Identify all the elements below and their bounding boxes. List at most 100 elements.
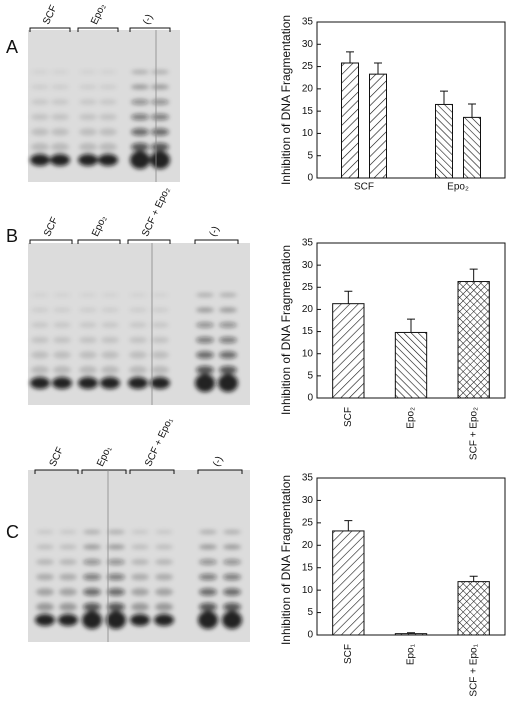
gel-band — [99, 128, 117, 136]
error-bar — [440, 90, 448, 105]
gel-band — [223, 544, 241, 550]
gel-band — [101, 307, 119, 313]
gel-band — [36, 588, 54, 596]
gel-band — [107, 573, 125, 581]
lane-bracket — [34, 469, 79, 474]
error-bar — [346, 51, 354, 64]
gel-label: (-) — [141, 13, 155, 27]
gel-band — [131, 84, 149, 90]
gel-band — [83, 544, 101, 550]
gel-band — [79, 99, 97, 105]
gel-band — [79, 307, 97, 313]
gel-band — [36, 573, 54, 581]
x-tick-label: SCF — [343, 407, 354, 427]
gel-band — [195, 374, 215, 392]
gel-band — [131, 544, 149, 550]
lane-bracket — [129, 27, 171, 32]
gel-band — [100, 377, 120, 389]
y-tick-label: 10 — [302, 128, 314, 139]
panel-letter: B — [6, 226, 18, 246]
gel-band — [151, 351, 169, 359]
y-tick-label: 30 — [302, 495, 314, 506]
bar — [332, 303, 365, 399]
gel-band — [107, 559, 125, 565]
gel-band — [101, 322, 119, 328]
y-axis-label: Inhibition of DNA Fragmentation — [279, 15, 293, 185]
bar — [394, 331, 428, 399]
gel-band — [131, 128, 149, 136]
gel-bands — [30, 292, 238, 392]
gel-label: SCF + Epo₂ — [140, 186, 172, 239]
gel-band — [154, 614, 174, 626]
gel-band — [130, 614, 150, 626]
gel-band — [222, 611, 242, 629]
gel-band — [219, 365, 237, 375]
x-tick-label: Epo₂ — [447, 182, 469, 193]
gel-band — [59, 602, 77, 612]
gel-band — [155, 559, 173, 565]
gel-band — [79, 351, 97, 359]
gel-band — [223, 602, 241, 612]
y-axis-label: Inhibition of DNA Fragmentation — [279, 245, 293, 415]
gel-band — [35, 614, 55, 626]
gel-band — [31, 322, 49, 328]
gel-band — [83, 588, 101, 596]
gel-band — [79, 336, 97, 344]
x-tick-label: SCF + Epo₂ — [468, 407, 479, 460]
error-bar — [374, 62, 382, 75]
gel-band — [150, 151, 170, 169]
gel-band — [59, 544, 77, 550]
gel-band — [151, 84, 169, 90]
gel-band — [99, 113, 117, 121]
gel-band — [51, 113, 69, 121]
gel-band — [155, 588, 173, 596]
gel-band — [196, 322, 214, 328]
gel-band — [52, 377, 72, 389]
x-tick-label: SCF — [354, 182, 374, 193]
bar — [435, 103, 453, 179]
y-tick-label: 25 — [302, 517, 314, 528]
gel-band — [219, 322, 237, 328]
gel-band — [79, 69, 97, 75]
lane-bracket — [81, 469, 127, 474]
bar — [457, 581, 490, 636]
gel-band — [199, 588, 217, 596]
gel-band — [155, 544, 173, 550]
bar — [463, 116, 481, 179]
gel-band — [30, 154, 50, 166]
gel-band — [59, 588, 77, 596]
gel-band — [196, 365, 214, 375]
gel-label: (-) — [211, 455, 225, 469]
y-tick-label: 35 — [302, 17, 314, 28]
gel-band — [36, 529, 54, 535]
gel-label: SCF + Epo₁ — [143, 416, 175, 469]
gel-band — [151, 113, 169, 121]
gel-band — [218, 374, 238, 392]
y-tick-label: 5 — [307, 150, 313, 161]
gel-band — [107, 529, 125, 535]
error-bar — [344, 520, 353, 531]
gel-band — [219, 336, 237, 344]
error-bar — [469, 575, 478, 582]
bar — [457, 281, 490, 399]
gel-band — [101, 292, 119, 298]
gel-band — [82, 611, 102, 629]
x-tick-label: Epo₂ — [406, 407, 417, 429]
y-tick-label: 35 — [302, 238, 314, 249]
gel-band — [128, 377, 148, 389]
gel-band — [131, 142, 149, 152]
gel-band — [151, 322, 169, 328]
gel-band — [106, 611, 126, 629]
gel-band — [131, 529, 149, 535]
gel-band — [36, 544, 54, 550]
gel-band — [219, 351, 237, 359]
y-tick-label: 15 — [302, 326, 314, 337]
gel-band — [50, 154, 70, 166]
gel-band — [131, 588, 149, 596]
gel-band — [31, 292, 49, 298]
gel-band — [59, 573, 77, 581]
y-tick-label: 10 — [302, 348, 314, 359]
gel-band — [58, 614, 78, 626]
gel-band — [199, 602, 217, 612]
